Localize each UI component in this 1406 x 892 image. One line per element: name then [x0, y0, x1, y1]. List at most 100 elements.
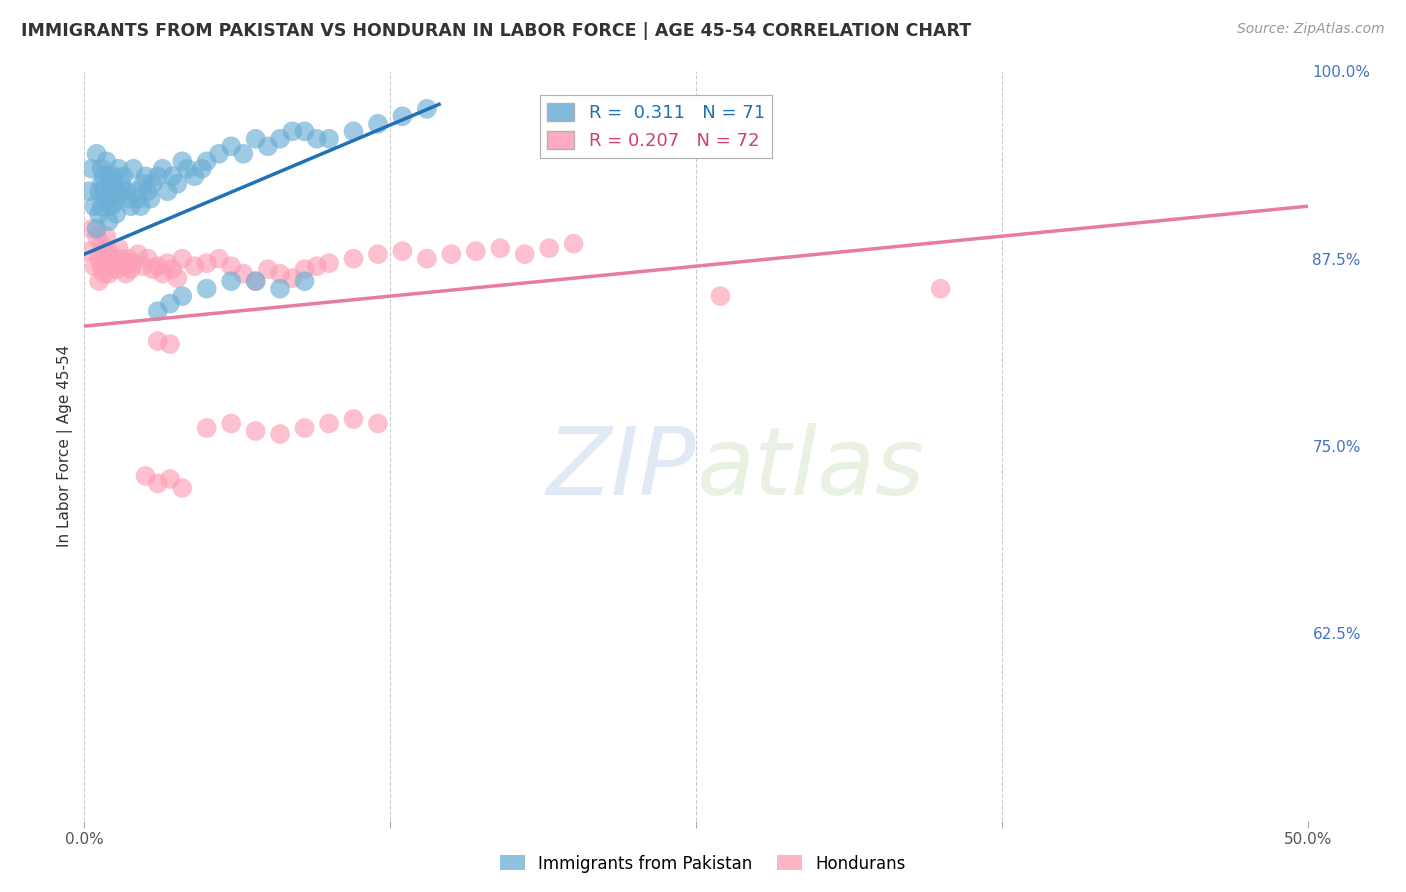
Point — [208, 146, 231, 161]
Point — [93, 169, 115, 184]
Point — [105, 207, 128, 221]
Point — [87, 252, 110, 266]
Point — [513, 247, 536, 261]
Point — [86, 221, 108, 235]
Point — [86, 146, 108, 161]
Point — [77, 244, 100, 259]
Point — [142, 262, 165, 277]
Point — [100, 252, 122, 266]
Point — [103, 259, 125, 273]
Point — [152, 267, 174, 281]
Point — [142, 177, 165, 191]
Point — [90, 177, 112, 191]
Point — [195, 154, 218, 169]
Point — [269, 427, 291, 442]
Point — [122, 161, 145, 176]
Point — [127, 192, 149, 206]
Point — [245, 274, 267, 288]
Point — [93, 267, 115, 281]
Point — [245, 274, 267, 288]
Point — [172, 481, 194, 495]
Point — [191, 161, 214, 176]
Point — [162, 169, 184, 184]
Point — [294, 124, 316, 138]
Point — [281, 271, 304, 285]
Point — [139, 192, 162, 206]
Point — [83, 259, 105, 273]
Point — [342, 412, 364, 426]
Point — [219, 259, 242, 273]
Point — [105, 184, 128, 198]
Point — [96, 154, 118, 169]
Point — [489, 241, 512, 255]
Point — [115, 267, 138, 281]
Point — [132, 259, 155, 273]
Point — [97, 244, 120, 259]
Point — [269, 282, 291, 296]
Point — [232, 267, 254, 281]
Point — [117, 252, 139, 266]
Point — [87, 207, 110, 221]
Point — [146, 304, 169, 318]
Point — [100, 177, 122, 191]
Point — [103, 169, 125, 184]
Point — [122, 256, 145, 270]
Legend: R =  0.311   N = 71, R = 0.207   N = 72: R = 0.311 N = 71, R = 0.207 N = 72 — [540, 95, 772, 158]
Point — [318, 417, 340, 431]
Point — [117, 192, 139, 206]
Point — [90, 236, 112, 251]
Point — [219, 139, 242, 153]
Point — [110, 252, 132, 266]
Point — [208, 252, 231, 266]
Point — [166, 177, 188, 191]
Point — [93, 184, 115, 198]
Point — [416, 102, 439, 116]
Point — [172, 154, 194, 169]
Point — [195, 256, 218, 270]
Point — [107, 187, 129, 202]
Point — [166, 271, 188, 285]
Point — [80, 161, 103, 176]
Point — [83, 199, 105, 213]
Point — [107, 161, 129, 176]
Point — [162, 262, 184, 277]
Point — [100, 199, 122, 213]
Point — [127, 247, 149, 261]
Point — [152, 161, 174, 176]
Point — [97, 169, 120, 184]
Point — [257, 262, 280, 277]
Point — [245, 424, 267, 438]
Point — [87, 274, 110, 288]
Point — [195, 282, 218, 296]
Point — [97, 214, 120, 228]
Point — [294, 274, 316, 288]
Point — [96, 256, 118, 270]
Point — [367, 247, 389, 261]
Point — [245, 132, 267, 146]
Point — [305, 259, 328, 273]
Y-axis label: In Labor Force | Age 45-54: In Labor Force | Age 45-54 — [58, 345, 73, 547]
Point — [562, 236, 585, 251]
Point — [342, 252, 364, 266]
Point — [135, 469, 157, 483]
Point — [195, 421, 218, 435]
Text: IMMIGRANTS FROM PAKISTAN VS HONDURAN IN LABOR FORCE | AGE 45-54 CORRELATION CHAR: IMMIGRANTS FROM PAKISTAN VS HONDURAN IN … — [21, 22, 972, 40]
Point — [146, 476, 169, 491]
Point — [176, 161, 198, 176]
Point — [90, 161, 112, 176]
Text: ZIP: ZIP — [547, 423, 696, 514]
Point — [232, 146, 254, 161]
Point — [342, 124, 364, 138]
Point — [305, 132, 328, 146]
Text: atlas: atlas — [696, 423, 924, 514]
Point — [86, 229, 108, 244]
Point — [294, 262, 316, 277]
Point — [367, 117, 389, 131]
Point — [96, 192, 118, 206]
Point — [709, 289, 731, 303]
Point — [257, 139, 280, 153]
Text: Source: ZipAtlas.com: Source: ZipAtlas.com — [1237, 22, 1385, 37]
Point — [156, 184, 179, 198]
Point — [159, 337, 181, 351]
Point — [97, 192, 120, 206]
